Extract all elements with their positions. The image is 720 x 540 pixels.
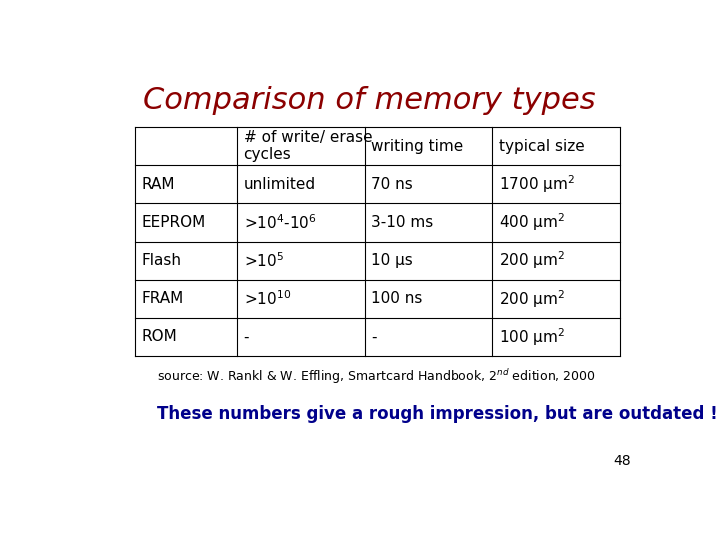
Text: ROM: ROM xyxy=(141,329,177,345)
Text: EEPROM: EEPROM xyxy=(141,215,206,230)
Text: >10$^4$-10$^6$: >10$^4$-10$^6$ xyxy=(243,213,316,232)
Text: 400 μm$^2$: 400 μm$^2$ xyxy=(499,212,565,233)
Text: source: W. Rankl & W. Effling, Smartcard Handbook, 2$^{nd}$ edition, 2000: source: W. Rankl & W. Effling, Smartcard… xyxy=(157,367,596,386)
Text: # of write/ erase
cycles: # of write/ erase cycles xyxy=(243,130,372,163)
Text: RAM: RAM xyxy=(141,177,175,192)
Text: >10$^5$: >10$^5$ xyxy=(243,251,284,270)
Text: typical size: typical size xyxy=(499,139,585,154)
Text: 48: 48 xyxy=(613,454,631,468)
Text: 100 μm$^2$: 100 μm$^2$ xyxy=(499,326,565,348)
Text: >10$^{10}$: >10$^{10}$ xyxy=(243,289,291,308)
Text: 100 ns: 100 ns xyxy=(372,291,423,306)
Text: 10 μs: 10 μs xyxy=(372,253,413,268)
Text: 1700 μm$^2$: 1700 μm$^2$ xyxy=(499,173,575,195)
Text: 200 μm$^2$: 200 μm$^2$ xyxy=(499,249,565,272)
Text: writing time: writing time xyxy=(372,139,464,154)
Text: unlimited: unlimited xyxy=(243,177,315,192)
Text: 70 ns: 70 ns xyxy=(372,177,413,192)
Text: -: - xyxy=(372,329,377,345)
Text: These numbers give a rough impression, but are outdated !!!: These numbers give a rough impression, b… xyxy=(157,405,720,423)
Text: Comparison of memory types: Comparison of memory types xyxy=(143,85,595,114)
Text: -: - xyxy=(243,329,249,345)
Text: Flash: Flash xyxy=(141,253,181,268)
Text: 3-10 ms: 3-10 ms xyxy=(372,215,433,230)
Text: 200 μm$^2$: 200 μm$^2$ xyxy=(499,288,565,309)
Text: FRAM: FRAM xyxy=(141,291,184,306)
